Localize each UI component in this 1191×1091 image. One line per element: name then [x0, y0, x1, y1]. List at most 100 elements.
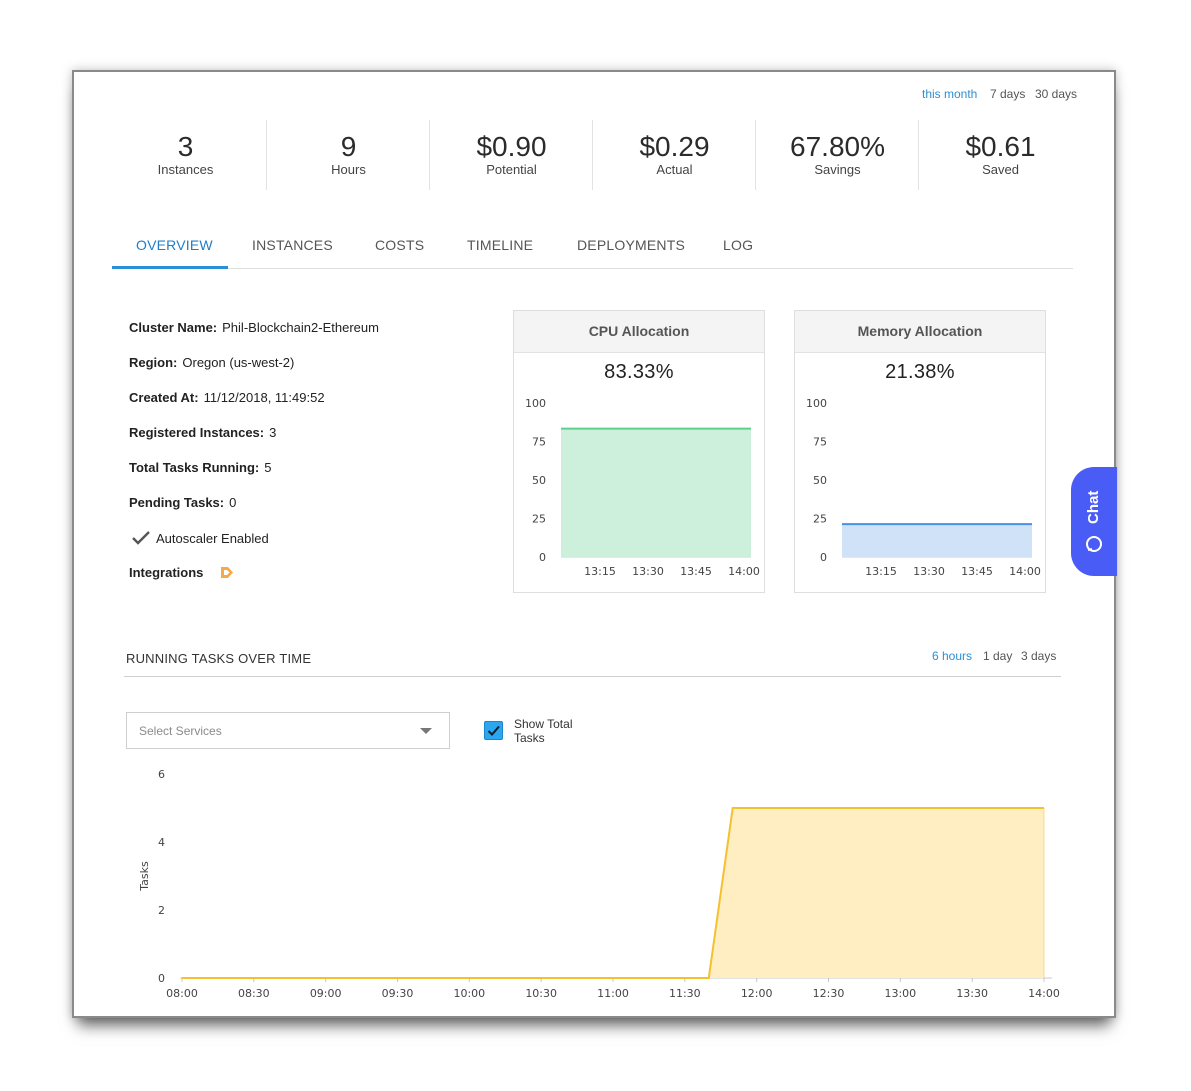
show-total-tasks-checkbox[interactable] — [484, 721, 503, 740]
running-tasks-chart: 0 2 4 6 Tasks 08:00 08:30 09:00 09:30 10:00 10:30 1… — [138, 768, 1060, 1000]
x-tick-label: 13:45 — [680, 565, 712, 578]
integration-logo-icon[interactable] — [220, 566, 234, 579]
detail-label: Total Tasks Running: — [129, 460, 260, 475]
allocation-area — [842, 524, 1032, 557]
range-this-month[interactable]: this month — [922, 87, 978, 101]
select-services-placeholder: Select Services — [139, 724, 222, 738]
stat-hours: 9 Hours — [266, 120, 430, 190]
cpu-panel-title: CPU Allocation — [514, 311, 764, 353]
x-tick-label: 14:00 — [1009, 565, 1041, 578]
tab-deployments[interactable]: DEPLOYMENTS — [577, 237, 685, 253]
stat-value: $0.61 — [965, 131, 1036, 162]
x-tick-label: 13:30 — [956, 987, 988, 1000]
x-tick-label: 10:30 — [525, 987, 557, 1000]
detail-label: Pending Tasks: — [129, 495, 225, 510]
show-total-label-line1: Show Total — [514, 717, 573, 731]
stat-savings: 67.80% Savings — [755, 120, 919, 190]
x-tick-label: 09:30 — [382, 987, 414, 1000]
detail-label: Created At: — [129, 390, 199, 405]
detail-value: Oregon (us-west-2) — [182, 355, 295, 370]
detail-registered-instances: Registered Instances: 3 — [129, 425, 276, 440]
x-tick-label: 13:30 — [632, 565, 664, 578]
y-tick-label: 0 — [820, 551, 827, 564]
tab-overview[interactable]: OVERVIEW — [136, 237, 213, 253]
y-tick-label: 25 — [813, 513, 827, 526]
tab-log[interactable]: LOG — [723, 237, 754, 253]
tab-costs[interactable]: COSTS — [375, 237, 425, 253]
detail-value: Phil-Blockchain2-Ethereum — [222, 320, 379, 335]
detail-region: Region: Oregon (us-west-2) — [129, 355, 294, 370]
stat-label: Saved — [982, 162, 1019, 177]
x-tick-label: 14:00 — [1028, 987, 1060, 1000]
y-tick-label: 2 — [158, 904, 165, 917]
y-tick-label: 100 — [525, 397, 546, 410]
detail-label: Registered Instances: — [129, 425, 265, 440]
x-tick-label: 11:00 — [597, 987, 629, 1000]
detail-label: Cluster Name: — [129, 320, 218, 335]
detail-total-tasks: Total Tasks Running: 5 — [129, 460, 271, 475]
x-tick-label: 10:00 — [453, 987, 485, 1000]
checkmark-icon — [132, 531, 150, 545]
stat-label: Hours — [331, 162, 366, 177]
y-axis-label: Tasks — [138, 861, 151, 892]
tasks-line — [182, 807, 1044, 979]
select-services-dropdown[interactable]: Select Services — [126, 712, 450, 749]
detail-autoscaler: Autoscaler Enabled — [131, 530, 269, 546]
detail-value: 5 — [264, 460, 272, 475]
allocation-area — [561, 428, 751, 557]
detail-value: 11/12/2018, 11:49:52 — [203, 390, 325, 405]
stat-label: Potential — [486, 162, 537, 177]
range-30-days[interactable]: 30 days — [1035, 87, 1078, 101]
y-tick-label: 50 — [532, 474, 546, 487]
range-6-hours[interactable]: 6 hours — [932, 649, 973, 663]
memory-panel-title: Memory Allocation — [795, 311, 1045, 353]
stat-potential: $0.90 Potential — [429, 120, 593, 190]
show-total-label-line2: Tasks — [514, 731, 545, 745]
stat-value: $0.29 — [639, 131, 710, 162]
x-tick-label: 12:30 — [813, 987, 845, 1000]
chat-bubble-icon — [1086, 536, 1102, 552]
stat-label: Actual — [656, 162, 693, 177]
chevron-down-icon — [420, 728, 432, 734]
memory-panel-value: 21.38% — [885, 361, 955, 383]
y-tick-label: 4 — [158, 836, 165, 849]
x-tick-label: 08:30 — [238, 987, 270, 1000]
range-3-days[interactable]: 3 days — [1021, 649, 1057, 663]
x-tick-label: 12:00 — [741, 987, 773, 1000]
cpu-panel-value: 83.33% — [604, 361, 674, 383]
x-tick-label: 13:45 — [961, 565, 993, 578]
detail-cluster-name: Cluster Name: Phil-Blockchain2-Ethereum — [129, 320, 379, 335]
y-tick-label: 75 — [532, 436, 546, 449]
tab-active-indicator — [112, 266, 228, 269]
stat-saved: $0.61 Saved — [918, 120, 1082, 190]
detail-value: 0 — [229, 495, 237, 510]
running-tasks-title: RUNNING TASKS OVER TIME — [126, 651, 312, 666]
detail-value: 3 — [269, 425, 277, 440]
stat-label: Savings — [814, 162, 861, 177]
x-tick-label: 14:00 — [728, 565, 760, 578]
tabs-divider — [112, 268, 1073, 269]
x-tick-label: 13:15 — [865, 565, 897, 578]
detail-pending-tasks: Pending Tasks: 0 — [129, 495, 236, 510]
range-7-days[interactable]: 7 days — [990, 87, 1026, 101]
autoscaler-label: Autoscaler Enabled — [156, 531, 269, 546]
detail-label: Region: — [129, 355, 178, 370]
x-tick-label: 09:00 — [310, 987, 342, 1000]
detail-label: Integrations — [129, 565, 204, 580]
y-tick-label: 50 — [813, 474, 827, 487]
tasks-area — [182, 808, 1044, 978]
memory-chart: 0 25 50 75 100 13:15 13:30 13:45 14:00 — [806, 397, 1041, 578]
range-1-day[interactable]: 1 day — [983, 649, 1013, 663]
chat-button[interactable]: Chat — [1071, 467, 1117, 576]
stat-label: Instances — [157, 162, 214, 177]
cpu-allocation-panel: CPU Allocation 83.33% 0 25 50 75 100 13:15 13:… — [513, 310, 765, 593]
x-tick-label: 08:00 — [166, 987, 198, 1000]
section-divider — [124, 676, 1061, 677]
stat-value: $0.90 — [476, 131, 547, 162]
tab-instances[interactable]: INSTANCES — [252, 237, 333, 253]
x-tick-label: 13:15 — [584, 565, 616, 578]
cpu-chart: 0 25 50 75 100 13:15 13:30 13:45 14:00 — [525, 397, 760, 578]
show-total-tasks-label[interactable]: Show Total Tasks — [514, 717, 572, 745]
tab-timeline[interactable]: TIMELINE — [467, 237, 534, 253]
memory-allocation-panel: Memory Allocation 21.38% 0 25 50 75 100 13:15… — [794, 310, 1046, 593]
